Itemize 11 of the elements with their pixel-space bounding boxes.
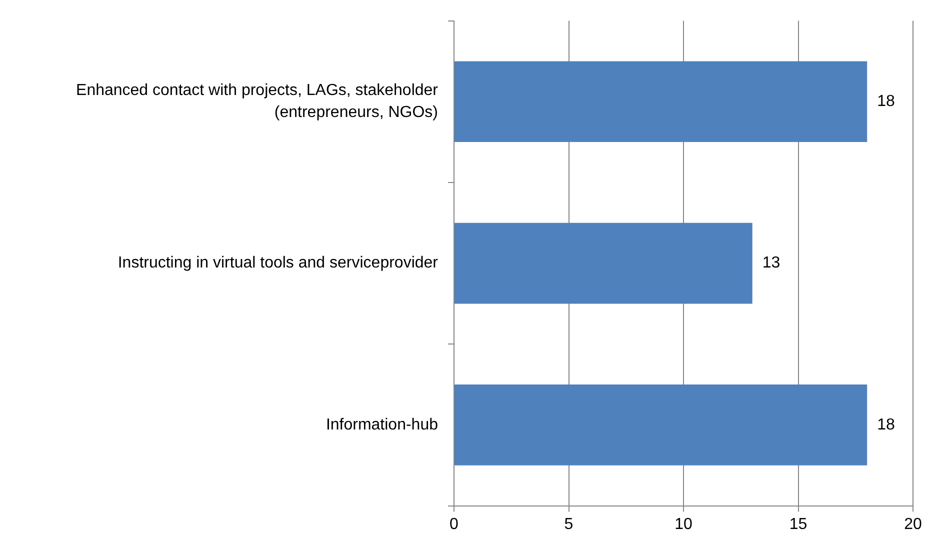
x-tick-label: 0 [450,516,459,533]
data-label: 13 [762,254,780,272]
y-tick-label: Information-hub [326,416,438,434]
y-tick-label: Enhanced contact with projects, LAGs, stakeholder (entrepreneurs, NGOs) [76,82,439,121]
x-tick-label: 15 [789,516,808,533]
x-tick-label: 5 [564,516,574,533]
data-label: 18 [877,416,895,434]
data-label: 18 [877,93,895,110]
x-tick-label: 10 [674,516,692,533]
y-tick-label: Instructing in virtual tools and serviceprovider [118,254,439,272]
x-tick-label: 20 [904,516,922,533]
